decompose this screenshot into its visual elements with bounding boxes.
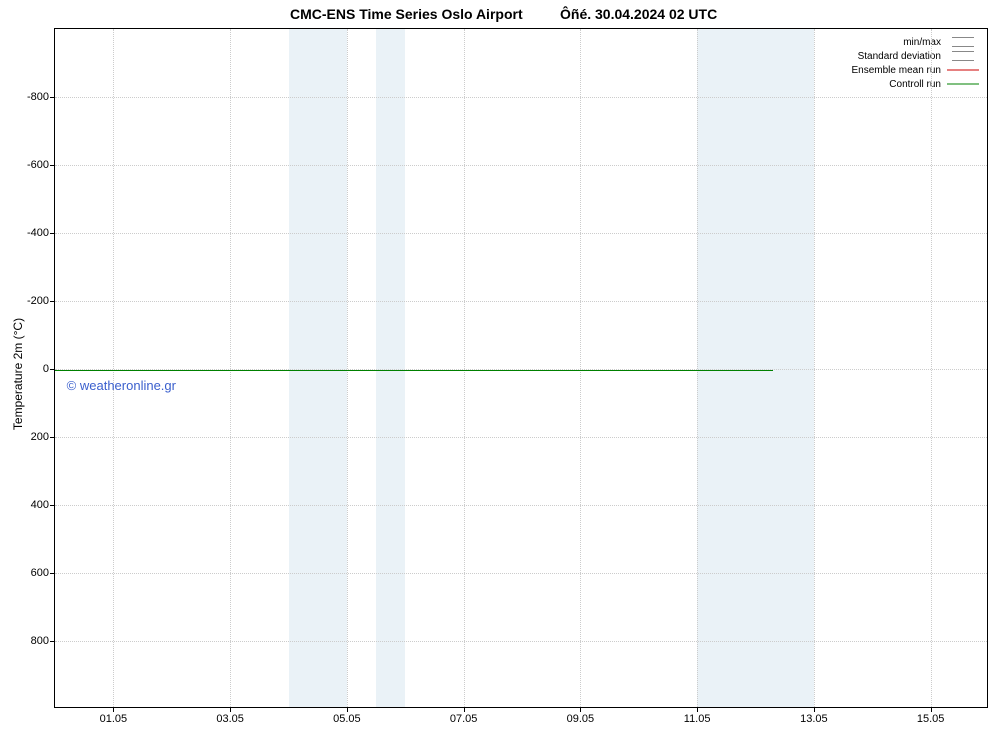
y-tick-label: -600 xyxy=(27,159,49,171)
y-tick-mark xyxy=(50,233,55,234)
x-tick-label: 01.05 xyxy=(100,713,128,725)
legend-row: Controll run xyxy=(852,77,980,91)
weekend-shade-band xyxy=(289,29,347,707)
x-tick-mark xyxy=(814,707,815,712)
legend-row: Standard deviation xyxy=(852,49,980,63)
legend-label: min/max xyxy=(903,37,941,48)
y-tick-mark xyxy=(50,505,55,506)
legend-label: Controll run xyxy=(889,79,941,90)
x-tick-label: 05.05 xyxy=(333,713,361,725)
legend-swatch xyxy=(947,65,979,75)
legend-label: Ensemble mean run xyxy=(852,65,942,76)
x-tick-mark xyxy=(580,707,581,712)
gridline-vertical xyxy=(230,29,231,707)
x-tick-label: 13.05 xyxy=(800,713,828,725)
y-tick-label: -400 xyxy=(27,227,49,239)
gridline-vertical xyxy=(113,29,114,707)
gridline-horizontal xyxy=(55,165,987,166)
legend-row: min/max xyxy=(852,35,980,49)
x-tick-mark xyxy=(113,707,114,712)
controll-run-line xyxy=(55,370,773,371)
y-tick-mark xyxy=(50,165,55,166)
gridline-horizontal xyxy=(55,437,987,438)
y-tick-label: -200 xyxy=(27,295,49,307)
gridline-vertical xyxy=(580,29,581,707)
x-tick-mark xyxy=(347,707,348,712)
y-tick-label: 600 xyxy=(31,567,49,579)
y-tick-label: 400 xyxy=(31,499,49,511)
gridline-vertical xyxy=(931,29,932,707)
y-tick-mark xyxy=(50,641,55,642)
y-tick-mark xyxy=(50,573,55,574)
y-tick-mark xyxy=(50,437,55,438)
y-tick-label: 0 xyxy=(43,363,49,375)
y-tick-label: 200 xyxy=(31,431,49,443)
x-tick-label: 11.05 xyxy=(684,713,711,725)
gridline-horizontal xyxy=(55,641,987,642)
gridline-vertical xyxy=(814,29,815,707)
y-axis-label: Temperature 2m (°C) xyxy=(11,317,25,429)
gridline-horizontal xyxy=(55,233,987,234)
weekend-shade-band xyxy=(756,29,814,707)
x-tick-mark xyxy=(931,707,932,712)
gridline-vertical xyxy=(464,29,465,707)
legend-row: Ensemble mean run xyxy=(852,63,980,77)
watermark: © weatheronline.gr xyxy=(67,378,176,393)
plot-area: min/max Standard deviation Ensemble mean r… xyxy=(54,28,988,708)
gridline-horizontal xyxy=(55,573,987,574)
y-tick-label: -800 xyxy=(27,91,49,103)
weekend-shade-band xyxy=(376,29,405,707)
gridline-horizontal xyxy=(55,301,987,302)
legend: min/max Standard deviation Ensemble mean r… xyxy=(848,33,984,93)
y-tick-label: 800 xyxy=(31,635,49,647)
chart-container: CMC-ENS Time Series Oslo Airport Ôñé. 30… xyxy=(0,0,1000,733)
x-tick-label: 03.05 xyxy=(216,713,244,725)
chart-title-left: CMC-ENS Time Series Oslo Airport xyxy=(290,6,523,22)
legend-swatch xyxy=(947,37,979,47)
x-tick-label: 07.05 xyxy=(450,713,478,725)
gridline-vertical xyxy=(697,29,698,707)
x-tick-label: 09.05 xyxy=(567,713,595,725)
gridline-horizontal xyxy=(55,505,987,506)
x-tick-mark xyxy=(230,707,231,712)
x-tick-mark xyxy=(464,707,465,712)
x-tick-mark xyxy=(697,707,698,712)
chart-title-right: Ôñé. 30.04.2024 02 UTC xyxy=(560,6,717,22)
x-tick-label: 15.05 xyxy=(917,713,945,725)
gridline-horizontal xyxy=(55,97,987,98)
y-tick-mark xyxy=(50,97,55,98)
weekend-shade-band xyxy=(697,29,755,707)
legend-swatch xyxy=(947,79,979,89)
legend-swatch xyxy=(947,51,979,61)
gridline-vertical xyxy=(347,29,348,707)
y-tick-mark xyxy=(50,301,55,302)
legend-label: Standard deviation xyxy=(858,51,941,62)
